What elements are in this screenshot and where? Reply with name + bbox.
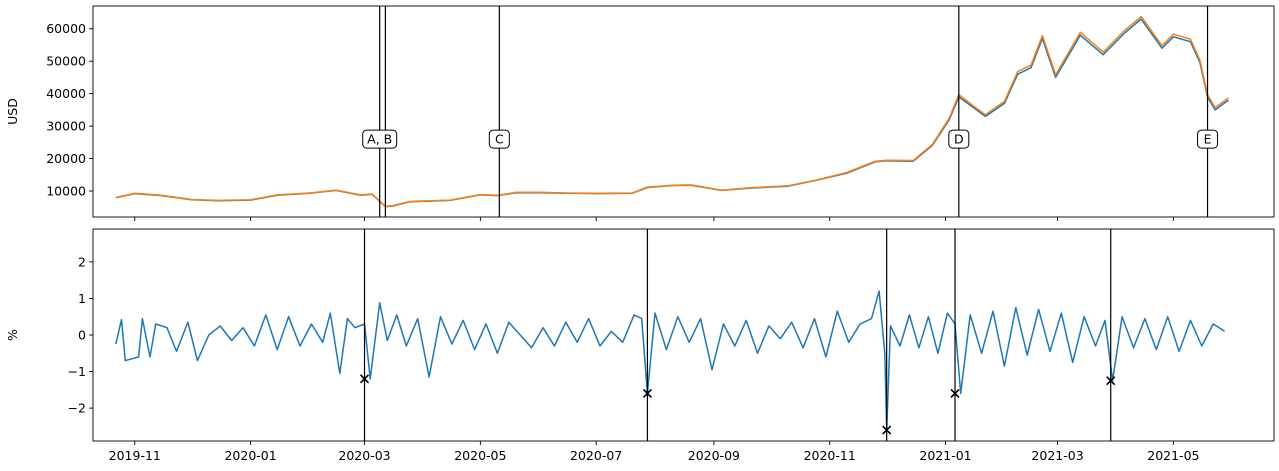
event-label-box-3	[488, 129, 510, 149]
series-line-1	[115, 290, 1226, 431]
event-marker-2	[642, 388, 652, 399]
panel-1: A, B C D E 10000 20000 30000 40000 50000 60000 USD	[5, 5, 1275, 221]
event-label-box-1	[362, 129, 398, 149]
x-tick-label: 2020-05	[454, 448, 506, 463]
y-axis-label: %	[5, 329, 20, 341]
panel-2: −2 −1 0 1 2% 2019-11 2020-01 2020-03 2020-05 2020…	[5, 228, 1275, 463]
event-marker-3	[882, 425, 892, 435]
x-tick-label: 2019-11	[109, 448, 161, 463]
x-tick-label: 2020-01	[224, 448, 276, 463]
event-marker-1	[359, 374, 370, 384]
event-label-box-4	[948, 129, 970, 149]
series-line-2	[115, 15, 1229, 208]
axes-frame	[92, 5, 1275, 218]
event-marker-4	[950, 388, 960, 399]
event-label-5: E	[1204, 132, 1212, 147]
event-label-box-5	[1197, 129, 1219, 149]
event-label-1: A, B	[367, 132, 392, 147]
y-tick-label: 30000	[46, 119, 86, 134]
y-tick-label: 1	[78, 291, 86, 306]
series-line-1	[115, 18, 1229, 208]
y-tick-label: 40000	[46, 86, 86, 101]
y-tick-label: 10000	[46, 184, 86, 199]
x-tick-label: 2020-11	[804, 448, 856, 463]
y-axis-label: USD	[5, 98, 20, 125]
y-tick-label: −1	[68, 364, 86, 379]
y-tick-label: 50000	[46, 54, 86, 69]
x-tick-label: 2020-07	[570, 448, 622, 463]
y-tick-label: 60000	[46, 21, 86, 36]
y-tick-label: −2	[68, 401, 86, 416]
y-tick-label: 2	[78, 254, 86, 269]
event-label-3: C	[495, 132, 504, 147]
event-marker-5	[1106, 376, 1116, 386]
axes-frame	[92, 228, 1275, 442]
x-tick-label: 2021-03	[1031, 448, 1083, 463]
event-label-4: D	[954, 132, 964, 147]
x-tick-label: 2021-05	[1147, 448, 1199, 463]
x-tick-label: 2021-01	[919, 448, 971, 463]
x-tick-label: 2020-09	[688, 448, 740, 463]
x-tick-label: 2020-03	[338, 448, 390, 463]
y-tick-label: 20000	[46, 151, 86, 166]
y-tick-label: 0	[78, 328, 86, 343]
